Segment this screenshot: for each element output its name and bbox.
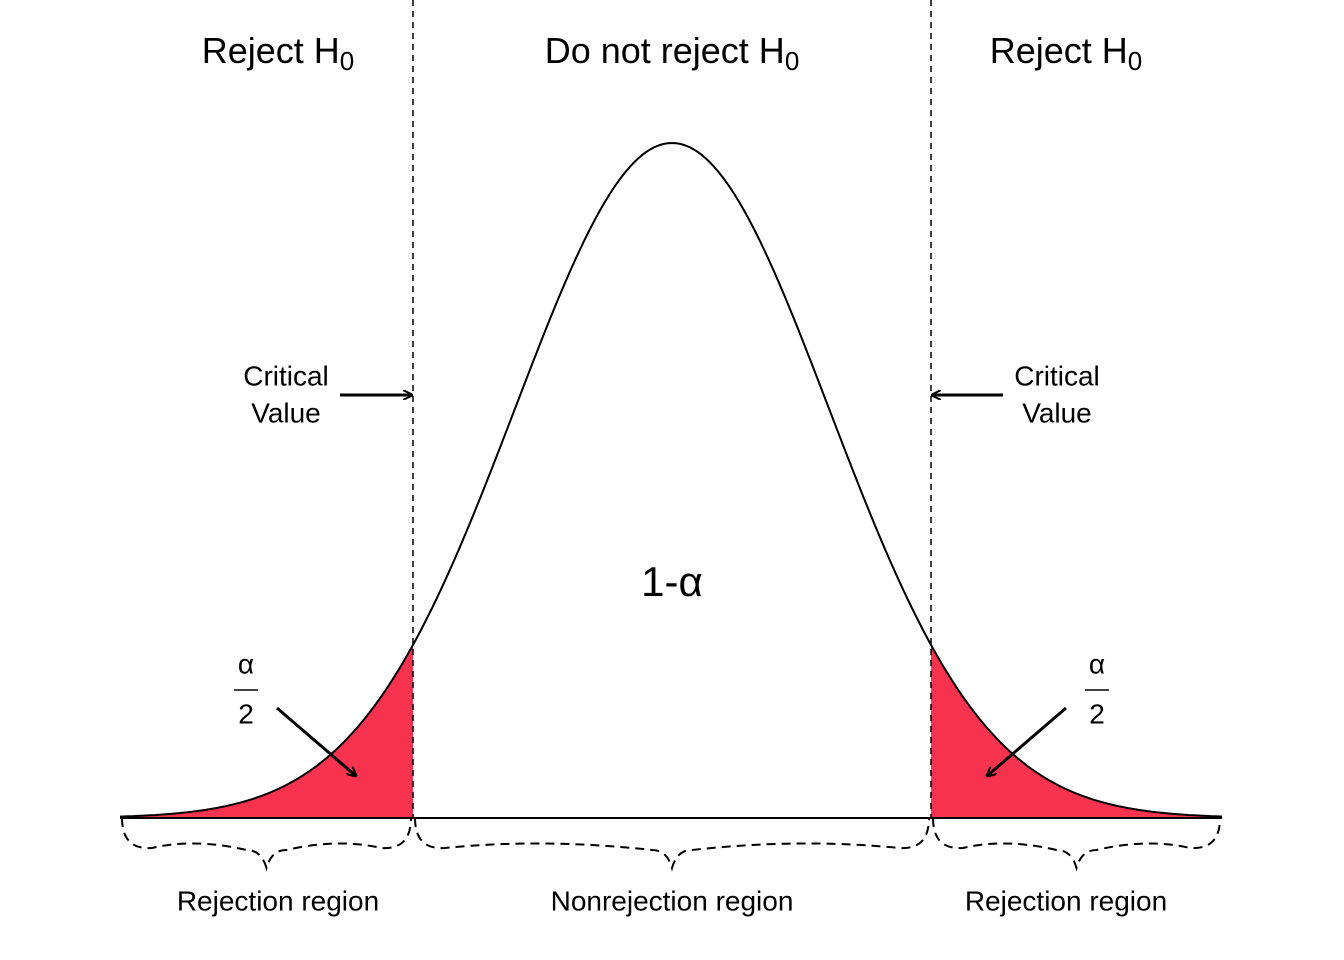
critical-label: Value: [1022, 397, 1092, 428]
region-label: Nonrejection region: [551, 885, 794, 916]
brace: [121, 817, 412, 872]
arrow: [276, 706, 356, 776]
tail-numerator: α: [1089, 648, 1105, 679]
region-title: Reject H0: [990, 30, 1143, 76]
subscript: 0: [1128, 46, 1142, 76]
title-text: Reject H: [202, 30, 340, 71]
subscript: 0: [340, 46, 354, 76]
critical-label: Value: [251, 397, 321, 428]
region-title: Reject H0: [202, 30, 355, 76]
curve: [119, 141, 1222, 818]
shapes: [119, 141, 1222, 872]
arrow: [987, 706, 1067, 776]
tail-fill: [931, 644, 1222, 818]
brace: [932, 817, 1221, 872]
critical-label: Critical: [243, 360, 329, 391]
title-text: Do not reject H: [545, 30, 785, 71]
tail-fill: [120, 644, 413, 818]
critical-label: Critical: [1014, 360, 1100, 391]
brace: [414, 817, 930, 872]
title-text: Reject H: [990, 30, 1128, 71]
region-label: Rejection region: [965, 885, 1167, 916]
tail-denominator: 2: [1089, 698, 1105, 729]
subscript: 0: [785, 46, 799, 76]
region-label: Rejection region: [177, 885, 379, 916]
region-title: Do not reject H0: [545, 30, 800, 76]
tail-denominator: 2: [238, 698, 254, 729]
tail-numerator: α: [238, 648, 254, 679]
center-area: 1-α: [641, 558, 703, 605]
